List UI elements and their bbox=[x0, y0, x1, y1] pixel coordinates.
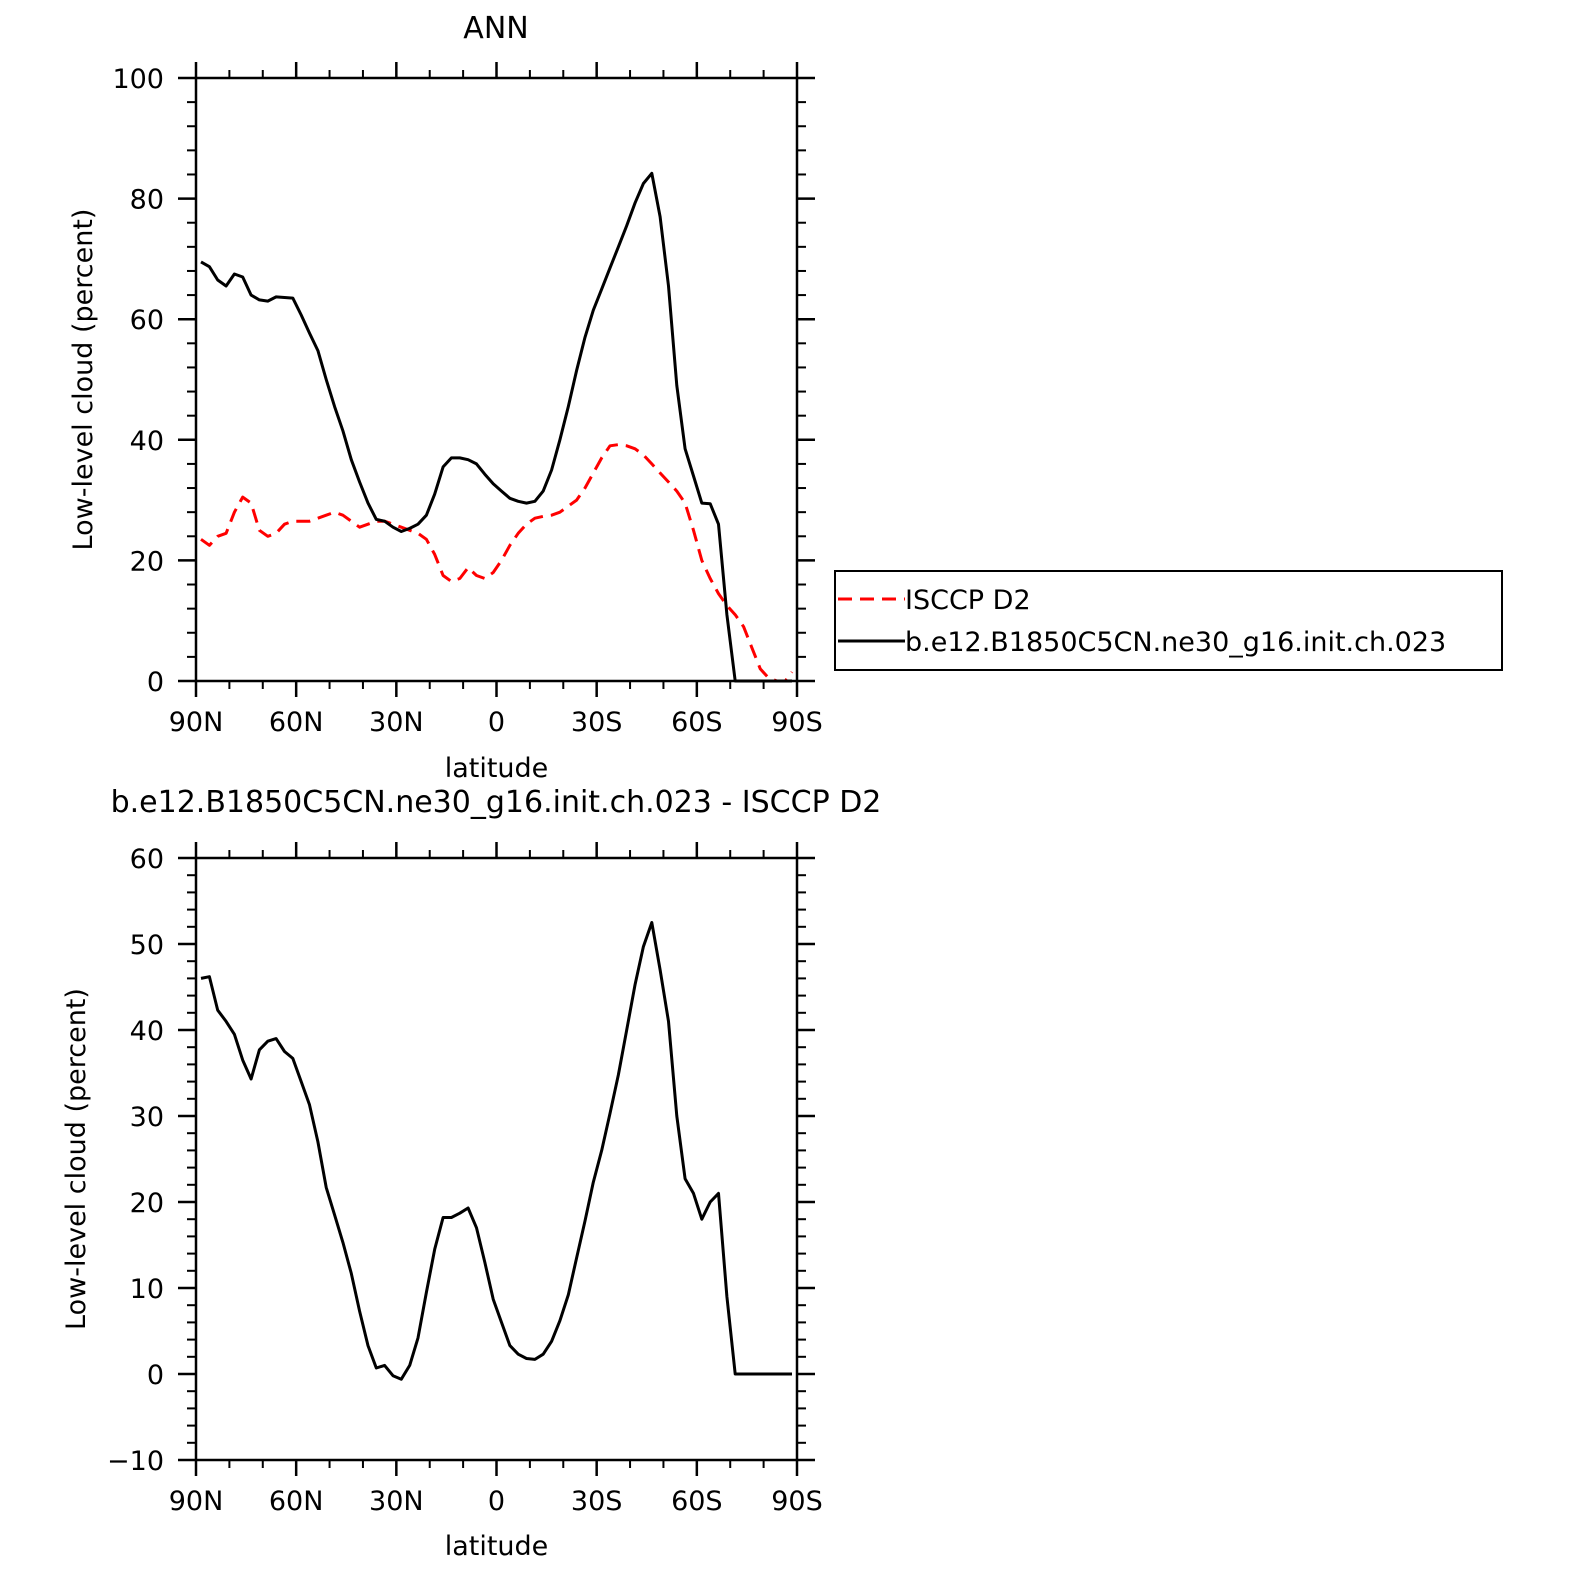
x-tick-label: 30S bbox=[571, 1486, 623, 1517]
x-tick-label: 60N bbox=[269, 707, 324, 738]
y-tick-label: 10 bbox=[130, 1274, 164, 1305]
x-tick-label: 60N bbox=[269, 1486, 324, 1517]
y-tick-label: 0 bbox=[147, 1360, 164, 1391]
y-tick-label: 0 bbox=[147, 667, 164, 698]
y-tick-label: −10 bbox=[107, 1446, 164, 1477]
series-line-b-e12-b1850c5cn-ne30-g16-init-ch-023 bbox=[200, 171, 792, 683]
x-tick-label: 90N bbox=[169, 707, 224, 738]
y-tick-label: 30 bbox=[130, 1102, 164, 1133]
x-tick-label: 30N bbox=[369, 1486, 424, 1517]
x-tick-label: 90S bbox=[771, 707, 823, 738]
x-axis-label: latitude bbox=[445, 753, 549, 784]
chart-title: b.e12.B1850C5CN.ne30_g16.init.ch.023 - I… bbox=[111, 785, 882, 820]
x-tick-label: 60S bbox=[671, 1486, 723, 1517]
legend-box bbox=[834, 570, 1503, 671]
y-tick-label: 20 bbox=[130, 546, 164, 577]
legend-label: b.e12.B1850C5CN.ne30_g16.init.ch.023 bbox=[905, 627, 1446, 658]
x-tick-label: 60S bbox=[671, 707, 723, 738]
series-line-isccp-d2 bbox=[200, 443, 794, 683]
top-panel: ANN 90N 60N 30N 0 30S 60S 90S 0 20 40 60 80 100 latitu… bbox=[68, 11, 823, 784]
series-line-difference bbox=[200, 921, 792, 1381]
x-axis-label: latitude bbox=[445, 1531, 549, 1562]
plot-frame bbox=[194, 76, 799, 683]
x-tick-label: 0 bbox=[488, 707, 505, 738]
y-tick-label: 50 bbox=[130, 930, 164, 961]
bottom-panel: b.e12.B1850C5CN.ne30_g16.init.ch.023 - I… bbox=[61, 785, 881, 1562]
x-tick-label: 90S bbox=[771, 1486, 823, 1517]
legend-label: ISCCP D2 bbox=[905, 585, 1031, 616]
x-tick-label: 30S bbox=[571, 707, 623, 738]
plot-frame bbox=[194, 856, 799, 1462]
y-tick-label: 100 bbox=[112, 64, 164, 95]
y-tick-label: 40 bbox=[130, 1016, 164, 1047]
x-tick-label: 30N bbox=[369, 707, 424, 738]
y-tick-label: 20 bbox=[130, 1188, 164, 1219]
legend: ISCCP D2 b.e12.B1850C5CN.ne30_g16.init.ch… bbox=[834, 570, 1503, 671]
y-tick-label: 80 bbox=[130, 185, 164, 216]
y-tick-label: 60 bbox=[130, 305, 164, 336]
y-tick-label: 60 bbox=[130, 844, 164, 875]
y-tick-label: 40 bbox=[130, 426, 164, 457]
x-tick-label: 0 bbox=[488, 1486, 505, 1517]
chart-title: ANN bbox=[463, 11, 528, 46]
y-axis-label: Low-level cloud (percent) bbox=[68, 209, 99, 551]
x-tick-label: 90N bbox=[169, 1486, 224, 1517]
y-axis-label: Low-level cloud (percent) bbox=[61, 988, 92, 1330]
